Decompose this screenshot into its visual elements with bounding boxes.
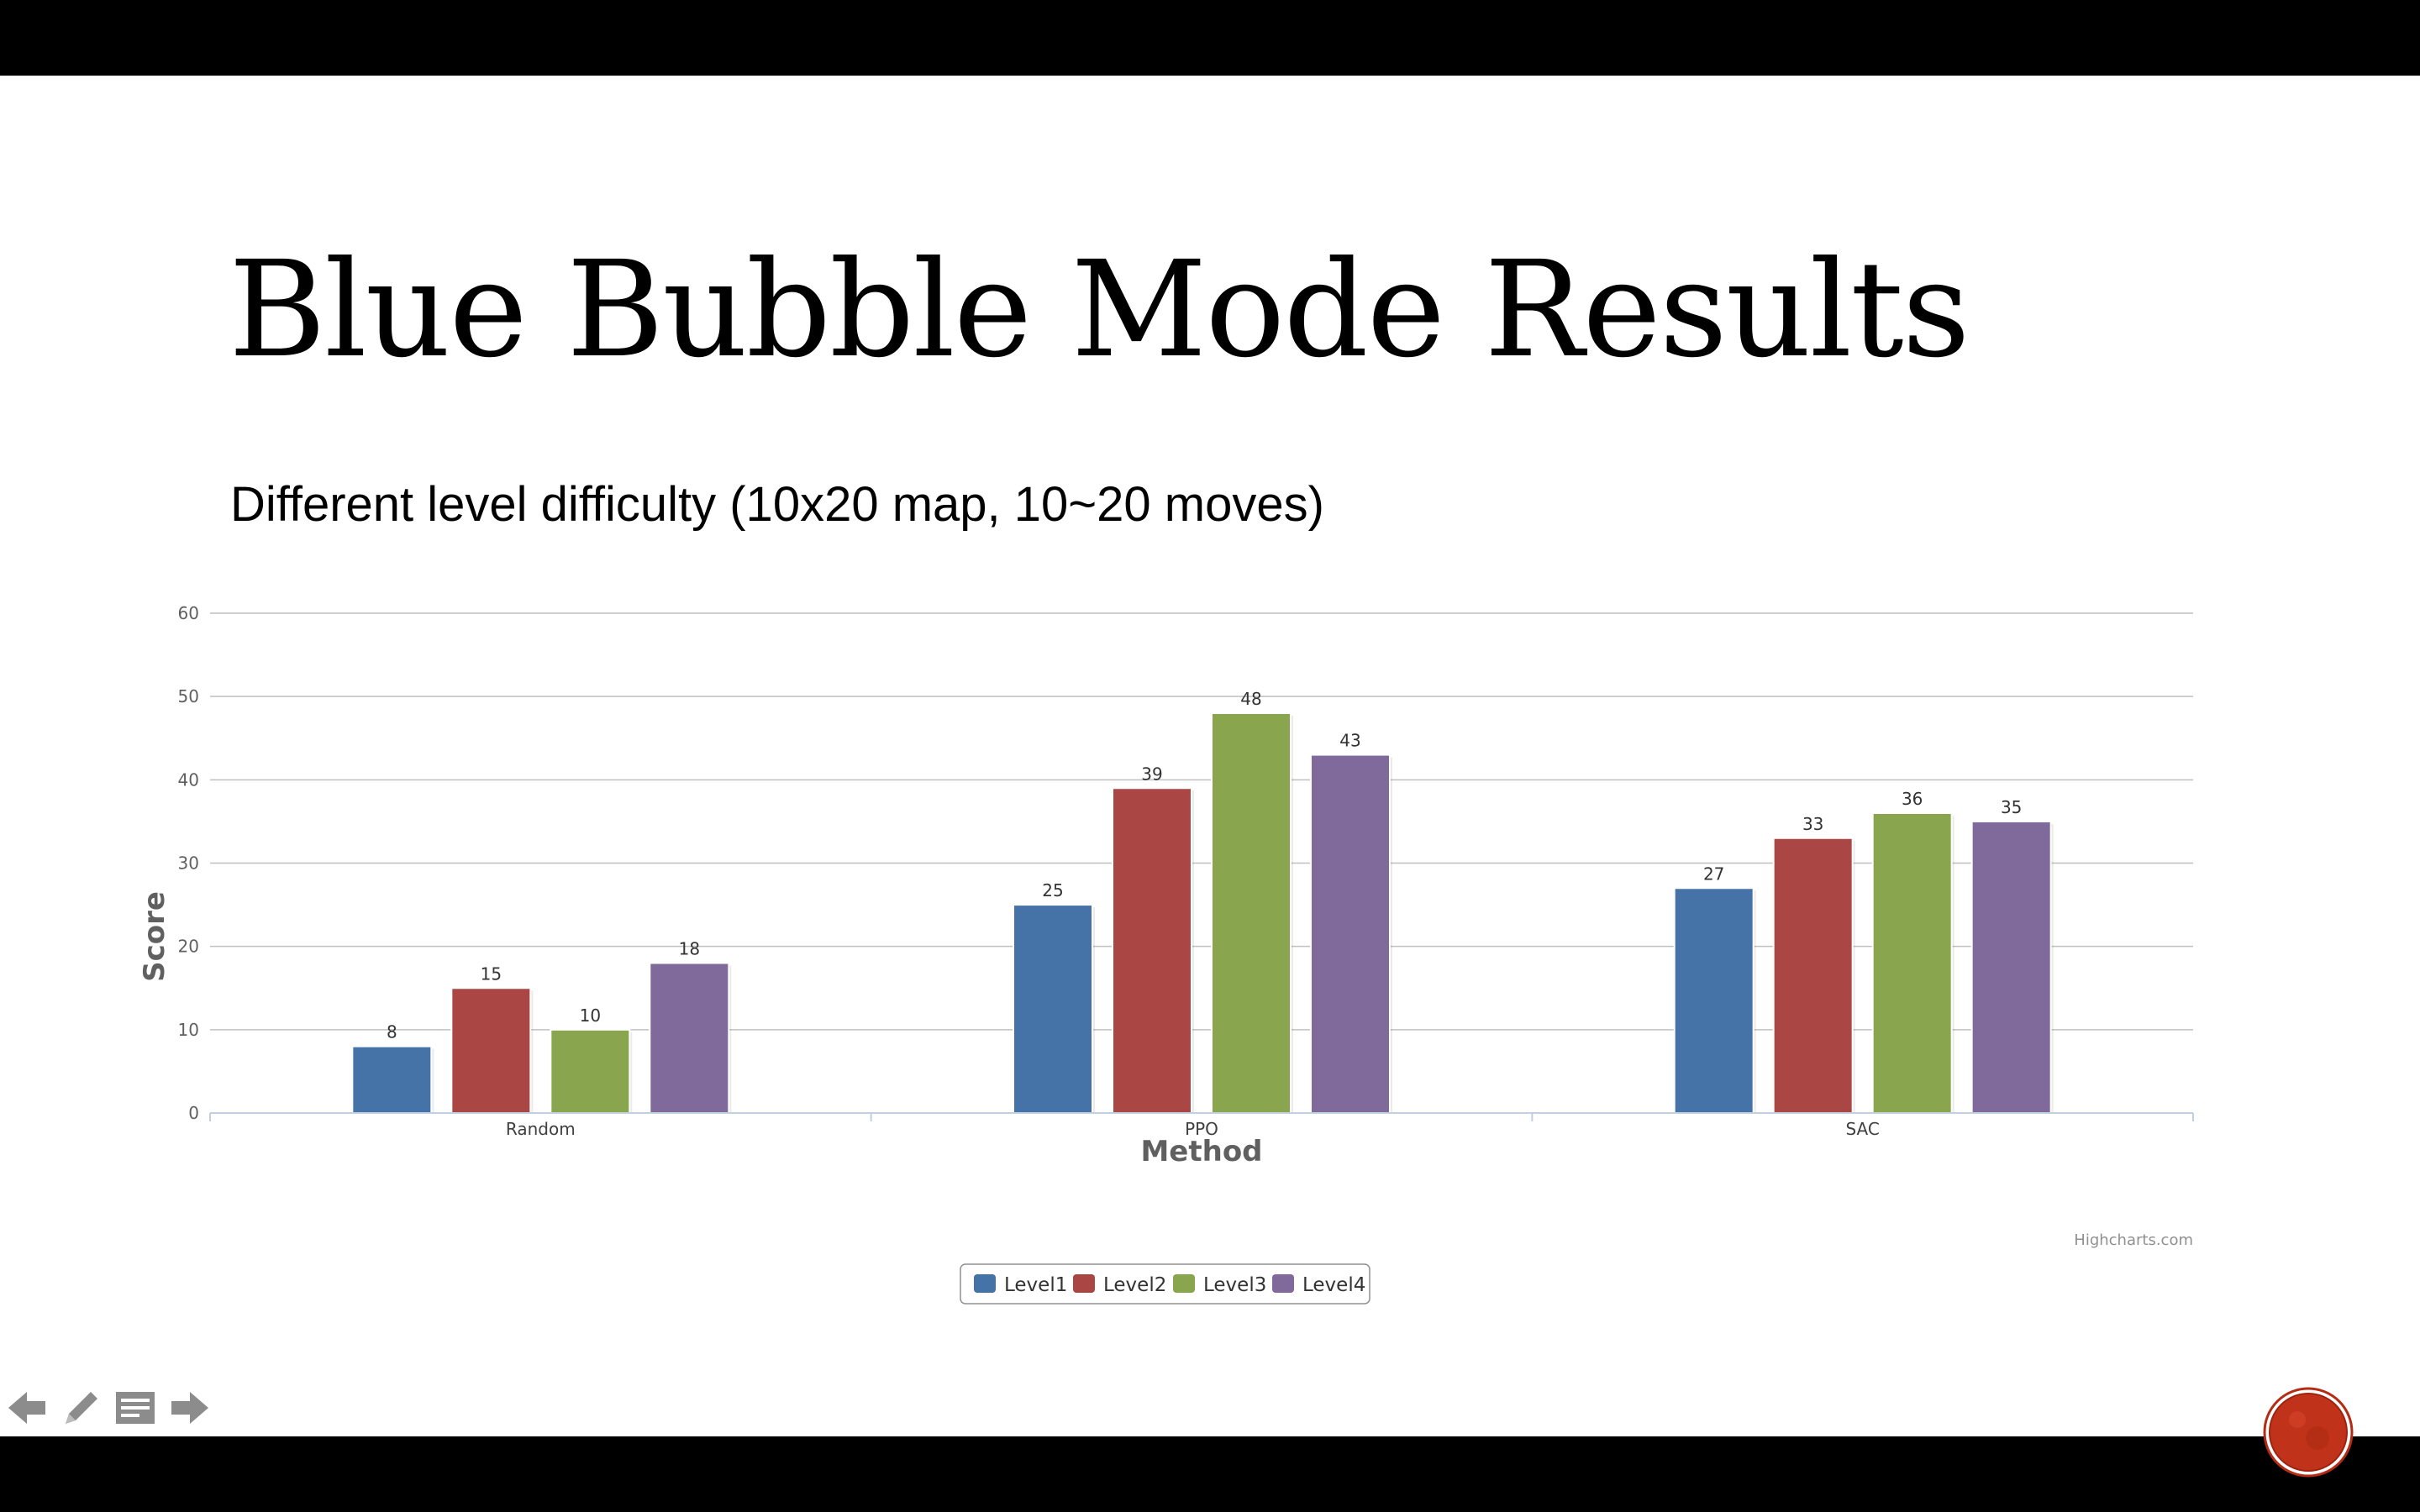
legend-item[interactable]: Level1: [974, 1274, 1067, 1296]
data-label: 8: [387, 1022, 397, 1042]
bars: [351, 712, 2054, 1115]
credits-label[interactable]: Highcharts.com: [2074, 1231, 2193, 1249]
bar[interactable]: [1013, 904, 1093, 1114]
arrow-right-icon[interactable]: [166, 1385, 212, 1431]
x-tick-label: SAC: [1845, 1119, 1879, 1139]
bar[interactable]: [1772, 837, 1854, 1114]
bar[interactable]: [450, 987, 532, 1114]
slide: Blue Bubble Mode Results Different level…: [0, 76, 2420, 1478]
y-tick-label: 40: [178, 769, 199, 790]
slide-title: Blue Bubble Mode Results: [229, 233, 1970, 387]
bar[interactable]: [1112, 787, 1192, 1114]
legend-swatch: [1272, 1274, 1294, 1293]
legend-swatch: [1073, 1274, 1095, 1293]
bar[interactable]: [1970, 820, 2052, 1115]
data-label: 35: [2001, 797, 2022, 817]
data-label: 48: [1240, 689, 1261, 709]
grid-lines: [210, 612, 2193, 1031]
legend-box: [960, 1263, 1370, 1305]
data-label: 15: [481, 963, 502, 984]
x-axis: Random PPO SAC: [209, 1112, 2194, 1139]
bar[interactable]: [550, 1028, 631, 1115]
x-tick-label: Random: [506, 1119, 576, 1139]
bar[interactable]: [1211, 712, 1292, 1114]
legend-label: Level3: [1203, 1274, 1266, 1296]
slide-subtitle: Different level difficulty (10x20 map, 1…: [230, 477, 1324, 532]
data-label: 36: [1902, 789, 1923, 809]
y-axis-ticks: 0 10 20 30 40 50 60: [178, 603, 199, 1123]
y-tick-label: 50: [178, 686, 199, 706]
y-tick-label: 0: [188, 1103, 199, 1123]
y-tick-label: 10: [178, 1020, 199, 1040]
y-axis-title: Score: [138, 891, 171, 982]
data-label: 43: [1339, 731, 1360, 751]
legend-label: Level1: [1004, 1274, 1067, 1296]
data-label: 25: [1042, 880, 1063, 900]
x-axis-title: Method: [1140, 1135, 1262, 1168]
data-label: 10: [580, 1005, 601, 1026]
arrow-left-icon[interactable]: [5, 1385, 50, 1431]
y-tick-label: 20: [178, 937, 199, 957]
bar[interactable]: [351, 1045, 433, 1114]
bar[interactable]: [1871, 812, 1953, 1114]
x-tick-label: PPO: [1185, 1119, 1218, 1139]
bar[interactable]: [649, 962, 730, 1114]
slide-navigation: [5, 1381, 212, 1435]
legend-item[interactable]: Level4: [1272, 1274, 1365, 1296]
data-labels: 8 15 10 18 25 39 48 43 27 33 36 35: [387, 689, 2022, 1042]
legend-item[interactable]: Level2: [1073, 1274, 1166, 1296]
legend-label: Level4: [1302, 1274, 1365, 1296]
legend-label: Level2: [1103, 1274, 1166, 1296]
data-label: 39: [1141, 764, 1162, 784]
bar[interactable]: [1673, 887, 1754, 1114]
legend-swatch: [974, 1274, 996, 1293]
bar-chart: 0 10 20 30 40 50 60 8 15 10 18 25 39 48 43 27 33 36 35 Ra…: [138, 603, 2194, 1305]
legend-item[interactable]: Level3: [1173, 1274, 1266, 1296]
pencil-icon[interactable]: [59, 1385, 104, 1431]
notes-icon[interactable]: [113, 1385, 158, 1431]
legend-swatch: [1173, 1274, 1195, 1293]
y-tick-label: 30: [178, 853, 199, 874]
data-label: 27: [1703, 864, 1724, 884]
data-label: 18: [679, 939, 700, 959]
legend: Level1 Level2 Level3 Level4: [960, 1263, 1370, 1305]
logo-seal-icon: [2262, 1386, 2354, 1478]
y-tick-label: 60: [178, 603, 199, 623]
data-label: 33: [1802, 814, 1823, 834]
bar[interactable]: [1310, 753, 1391, 1114]
